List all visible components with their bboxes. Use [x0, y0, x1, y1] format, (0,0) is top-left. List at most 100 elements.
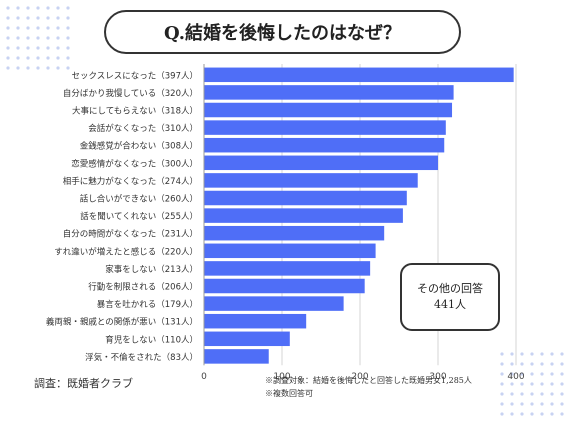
decorative-dot — [46, 16, 50, 20]
decorative-dot — [56, 16, 60, 20]
decorative-dot — [16, 66, 20, 70]
category-label: 浮気・不倫をされた（83人） — [85, 352, 198, 363]
decorative-dot — [560, 392, 564, 396]
decorative-dot — [26, 6, 30, 10]
others-count: 441人 — [434, 298, 466, 311]
decorative-dot — [6, 46, 10, 50]
bar — [204, 67, 514, 83]
decorative-dot — [56, 36, 60, 40]
decorative-dot — [6, 36, 10, 40]
survey-note-target: ※調査対象：結婚を後悔したと回答した既婚男女1,285人 — [265, 376, 472, 385]
bar — [204, 225, 385, 241]
decorative-dot — [16, 56, 20, 60]
bar — [204, 85, 454, 100]
decorative-dot — [520, 352, 524, 356]
decorative-dot — [530, 372, 534, 376]
decorative-dot — [510, 412, 514, 416]
others-answer-box: その他の回答 441人 — [400, 263, 500, 331]
decorative-dot — [66, 26, 70, 30]
decorative-dot — [46, 46, 50, 50]
decorative-dot — [510, 402, 514, 406]
category-label: 家事をしない（213人） — [105, 264, 198, 275]
decorative-dot — [56, 6, 60, 10]
decorative-dot — [26, 36, 30, 40]
x-tick-label: 400 — [507, 372, 524, 382]
bar — [204, 102, 453, 118]
decorative-dot — [16, 36, 20, 40]
category-label: 行動を制限される（206人） — [88, 282, 198, 293]
decorative-dot — [66, 56, 70, 60]
x-tick-label: 0 — [201, 372, 207, 382]
category-label: セックスレスになった（397人） — [72, 70, 198, 81]
category-label: 暴言を吐かれる（179人） — [97, 299, 198, 310]
decorative-dot — [550, 352, 554, 356]
decorative-dot — [56, 56, 60, 60]
category-label: 相手に魅力がなくなった（274人） — [63, 176, 198, 187]
decorative-dots-bottom-right — [498, 350, 568, 426]
decorative-dot — [66, 46, 70, 50]
decorative-dot — [46, 26, 50, 30]
decorative-dot — [46, 56, 50, 60]
decorative-dot — [530, 402, 534, 406]
decorative-dot — [540, 392, 544, 396]
decorative-dot — [6, 16, 10, 20]
decorative-dot — [520, 382, 524, 386]
decorative-dot — [520, 372, 524, 376]
bar — [204, 190, 407, 206]
decorative-dot — [36, 46, 40, 50]
decorative-dot — [36, 36, 40, 40]
category-label: 自分の時間がなくなった（231人） — [63, 229, 198, 240]
decorative-dot — [66, 36, 70, 40]
bar — [204, 296, 344, 311]
decorative-dot — [560, 362, 564, 366]
decorative-dot — [500, 372, 504, 376]
bar — [204, 349, 269, 364]
decorative-dot — [56, 66, 60, 70]
x-tick-label: 200 — [351, 372, 368, 382]
decorative-dot — [36, 66, 40, 70]
category-label: 義両親・親戚との関係が悪い（131人） — [46, 317, 198, 328]
decorative-dot — [530, 412, 534, 416]
category-label: すれ違いが増えたと感じる（220人） — [54, 246, 198, 257]
decorative-dot — [520, 412, 524, 416]
decorative-dot — [36, 6, 40, 10]
category-label: 大事にしてもらえない（318人） — [72, 106, 198, 117]
bar — [204, 208, 403, 223]
decorative-dot — [550, 372, 554, 376]
decorative-dot — [530, 382, 534, 386]
category-label: 会話がなくなった（310人） — [88, 123, 198, 134]
decorative-dot — [500, 382, 504, 386]
decorative-dot — [540, 372, 544, 376]
decorative-dot — [540, 402, 544, 406]
survey-note-multiple: ※複数回答可 — [265, 389, 313, 398]
decorative-dot — [16, 16, 20, 20]
decorative-dot — [530, 392, 534, 396]
bar — [204, 261, 371, 276]
decorative-dot — [540, 412, 544, 416]
decorative-dot — [520, 402, 524, 406]
bar — [204, 243, 376, 259]
decorative-dot — [46, 66, 50, 70]
category-label: 金銭感覚が合わない（308人） — [80, 141, 198, 152]
decorative-dot — [540, 352, 544, 356]
decorative-dot — [46, 6, 50, 10]
bar — [204, 331, 290, 347]
decorative-dot — [26, 56, 30, 60]
decorative-dot — [16, 26, 20, 30]
decorative-dot — [46, 36, 50, 40]
decorative-dot — [560, 352, 564, 356]
decorative-dot — [26, 66, 30, 70]
decorative-dot — [520, 362, 524, 366]
decorative-dot — [36, 26, 40, 30]
x-tick-label: 100 — [273, 372, 290, 382]
decorative-dot — [560, 372, 564, 376]
decorative-dot — [520, 392, 524, 396]
decorative-dot — [500, 392, 504, 396]
decorative-dot — [550, 392, 554, 396]
decorative-dot — [500, 362, 504, 366]
decorative-dots-top-left — [4, 4, 74, 74]
others-label: その他の回答 — [417, 282, 483, 295]
decorative-dot — [6, 6, 10, 10]
decorative-dot — [500, 352, 504, 356]
decorative-dot — [510, 382, 514, 386]
